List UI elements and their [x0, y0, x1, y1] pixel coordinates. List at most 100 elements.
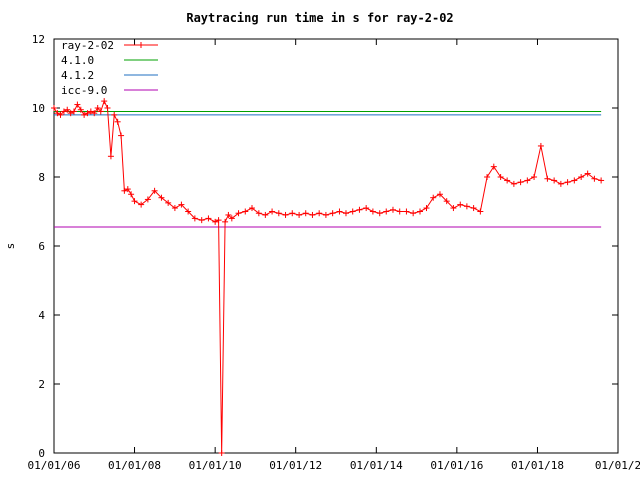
chart-title: Raytracing run time in s for ray-2-02: [186, 11, 453, 25]
series-point: [524, 177, 531, 184]
series-point: [225, 211, 232, 218]
series-point: [309, 211, 316, 218]
series-point: [430, 194, 437, 201]
x-tick-label: 01/01/12: [269, 459, 322, 472]
series-point: [531, 174, 538, 180]
legend-label: icc-9.0: [61, 84, 107, 97]
series-point: [571, 177, 578, 184]
series-point: [363, 205, 370, 212]
series-point: [64, 106, 71, 113]
legend-label: ray-2-02: [61, 39, 114, 52]
series-point: [376, 210, 383, 217]
y-axis: 0 2 4 6 8 10 12: [32, 33, 618, 460]
series-point: [557, 180, 564, 187]
series-point: [118, 132, 125, 139]
series-point: [275, 210, 282, 217]
x-tick-label: 01/01/10: [189, 459, 242, 472]
series-point: [111, 111, 118, 118]
legend-label: 4.1.2: [61, 69, 94, 82]
series-point: [242, 208, 249, 215]
series-point: [77, 106, 84, 113]
x-tick-label: 01/01/16: [430, 459, 483, 472]
series-point: [490, 163, 497, 170]
y-tick-label: 4: [38, 309, 45, 322]
series-point: [151, 187, 158, 194]
series-point: [107, 153, 114, 160]
series-point: [97, 108, 104, 115]
series-point: [185, 208, 192, 215]
series-point: [510, 180, 517, 187]
series-point: [131, 198, 138, 205]
series-point: [228, 215, 235, 222]
x-tick-label: 01/01/2: [595, 459, 640, 472]
y-axis-label: s: [4, 243, 17, 250]
series-point: [349, 208, 356, 215]
series-point: [84, 110, 91, 117]
series-point: [218, 450, 225, 456]
series-point: [101, 98, 108, 105]
plot-lines: [51, 98, 605, 456]
series-point: [81, 111, 88, 118]
series-point: [564, 179, 571, 186]
y-tick-label: 12: [32, 33, 45, 46]
y-tick-label: 2: [38, 378, 45, 391]
series-point: [235, 210, 242, 217]
series-point: [578, 174, 585, 180]
series-point: [138, 201, 145, 208]
series-point: [551, 177, 558, 184]
series-point: [383, 208, 390, 215]
series-point: [124, 186, 131, 193]
legend: ray-2-02 4.1.0 4.1.2 icc-9.0: [61, 39, 158, 97]
series-point: [296, 211, 303, 218]
series-point: [450, 205, 457, 212]
series-point: [463, 203, 470, 210]
series-point: [484, 174, 491, 180]
series-point: [60, 108, 67, 115]
series-point: [70, 108, 77, 115]
series-point: [67, 110, 74, 117]
series-point: [389, 206, 396, 213]
series-point: [302, 210, 309, 217]
series-point: [104, 105, 111, 111]
series-point: [329, 210, 336, 217]
x-tick-label: 01/01/18: [511, 459, 564, 472]
series-point: [598, 177, 605, 184]
series-point: [410, 210, 417, 217]
y-tick-label: 10: [32, 102, 45, 115]
series-point: [144, 196, 151, 203]
series-point: [57, 111, 64, 118]
legend-label: 4.1.0: [61, 54, 94, 67]
series-point: [457, 201, 464, 208]
x-tick-label: 01/01/14: [350, 459, 403, 472]
series-point: [517, 179, 524, 186]
series-point: [322, 211, 329, 218]
series-point: [269, 208, 276, 215]
series-point: [114, 118, 121, 125]
series-point: [87, 108, 94, 115]
series-point: [369, 208, 376, 215]
series-point: [356, 206, 363, 213]
series-point: [497, 174, 504, 180]
series-point: [262, 211, 269, 218]
series-point: [178, 201, 185, 208]
series-point: [504, 177, 511, 184]
series-point: [212, 218, 219, 225]
series-point: [54, 110, 61, 117]
y-tick-label: 6: [38, 240, 45, 253]
series-point: [165, 199, 172, 206]
series-point: [198, 217, 205, 224]
x-tick-label: 01/01/06: [28, 459, 81, 472]
series-point: [222, 218, 229, 225]
series-point: [249, 205, 256, 212]
series-point: [436, 191, 443, 198]
plot-frame: [53, 38, 619, 454]
series-point: [94, 105, 101, 111]
series-point: [121, 187, 128, 194]
y-tick-label: 0: [38, 447, 45, 460]
series-point: [477, 208, 484, 215]
series-point: [128, 191, 135, 198]
series-point: [91, 110, 98, 117]
series-point: [255, 210, 262, 217]
series-point: [191, 215, 198, 222]
series-point: [443, 198, 450, 205]
